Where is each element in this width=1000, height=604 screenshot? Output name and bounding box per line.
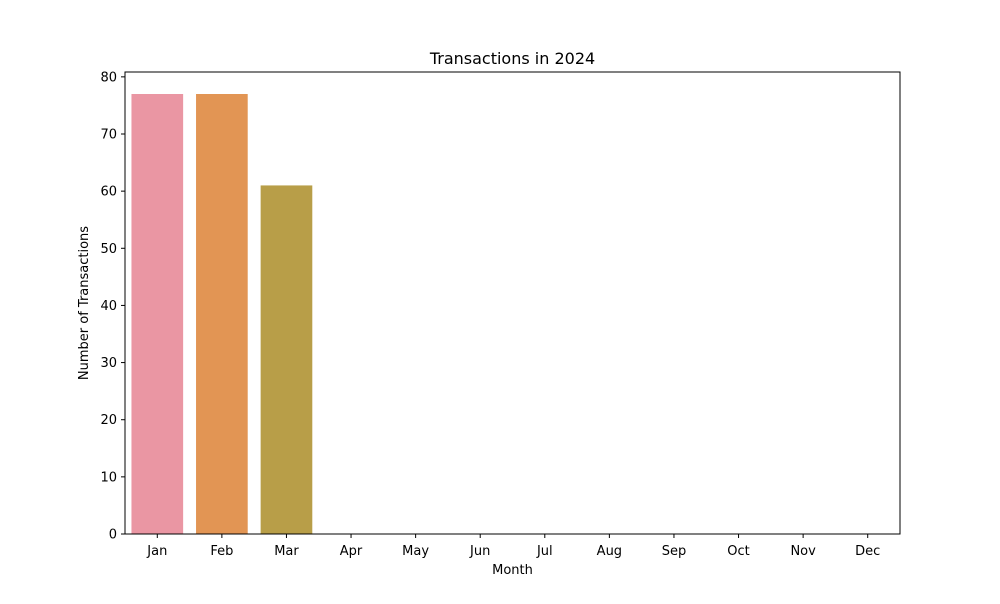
- bars-layer: [131, 94, 313, 534]
- y-tick-label-60: 60: [100, 185, 117, 200]
- y-tick-label-30: 30: [100, 356, 117, 371]
- x-tick-label-oct: Oct: [727, 544, 749, 559]
- x-tick-label-dec: Dec: [855, 544, 880, 559]
- y-tick-label-80: 80: [100, 70, 117, 85]
- x-tick-label-jun: Jun: [469, 544, 490, 559]
- x-axis-label: Month: [492, 563, 533, 578]
- bar-jan: [131, 94, 184, 534]
- y-tick-label-50: 50: [100, 242, 117, 257]
- y-tick-label-70: 70: [100, 128, 117, 143]
- x-tick-label-jul: Jul: [536, 544, 553, 559]
- y-axis-label: Number of Transactions: [77, 226, 92, 380]
- y-axis: 0 10 20 30 40 50 60 70 80: [100, 70, 125, 543]
- x-tick-label-apr: Apr: [340, 544, 363, 559]
- y-tick-label-0: 0: [109, 528, 117, 543]
- y-tick-label-10: 10: [100, 470, 117, 485]
- x-axis: Jan Feb Mar Apr May Jun Jul Aug Sep Oct Nov Dec: [146, 534, 880, 559]
- plot-area-frame: [124, 71, 901, 535]
- x-tick-label-aug: Aug: [597, 544, 622, 559]
- bar-feb: [196, 94, 248, 534]
- x-tick-label-feb: Feb: [210, 544, 233, 559]
- x-tick-label-may: May: [402, 544, 429, 559]
- y-tick-label-40: 40: [100, 299, 117, 314]
- x-tick-label-jan: Jan: [146, 544, 167, 559]
- y-tick-label-20: 20: [100, 413, 117, 428]
- x-tick-label-mar: Mar: [274, 544, 299, 559]
- x-tick-label-sep: Sep: [662, 544, 687, 559]
- x-tick-label-nov: Nov: [790, 544, 816, 559]
- chart-title: Transactions in 2024: [429, 49, 595, 68]
- bar-mar: [260, 185, 313, 534]
